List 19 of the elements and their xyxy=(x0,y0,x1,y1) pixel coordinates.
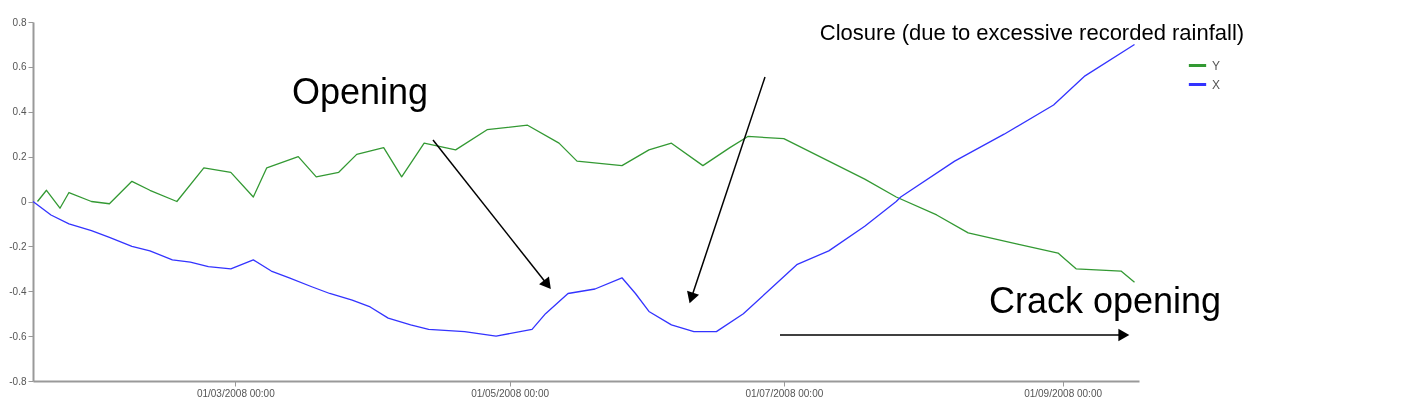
y-tick-label: 0.4 xyxy=(12,106,27,118)
annotation: Opening xyxy=(291,71,429,112)
y-tick-label: -0.4 xyxy=(9,285,27,297)
y-tick-label: -0.2 xyxy=(9,240,27,252)
y-tick-label: -0.8 xyxy=(9,375,27,387)
y-tick-label: 0.8 xyxy=(12,16,27,28)
y-tick-label: 0.6 xyxy=(12,61,27,73)
line-series xyxy=(36,124,1136,283)
y-tick-label: 0 xyxy=(20,196,27,207)
x-tick-label: 01/07/2008 00:00 xyxy=(745,387,824,399)
annotation: Crack opening xyxy=(988,280,1222,321)
x-tick-label: 01/05/2008 00:00 xyxy=(471,387,550,399)
x-tick-label: 01/09/2008 00:00 xyxy=(1024,387,1103,399)
legend-label: Y xyxy=(1212,58,1221,73)
y-tick-label: -0.6 xyxy=(9,330,27,342)
annotation: Closure (due to excessive recorded rainfall) xyxy=(819,20,1245,45)
y-tick-label: 0.2 xyxy=(12,151,27,163)
x-tick-label: 01/03/2008 00:00 xyxy=(196,387,276,399)
legend-label: X xyxy=(1212,77,1221,92)
